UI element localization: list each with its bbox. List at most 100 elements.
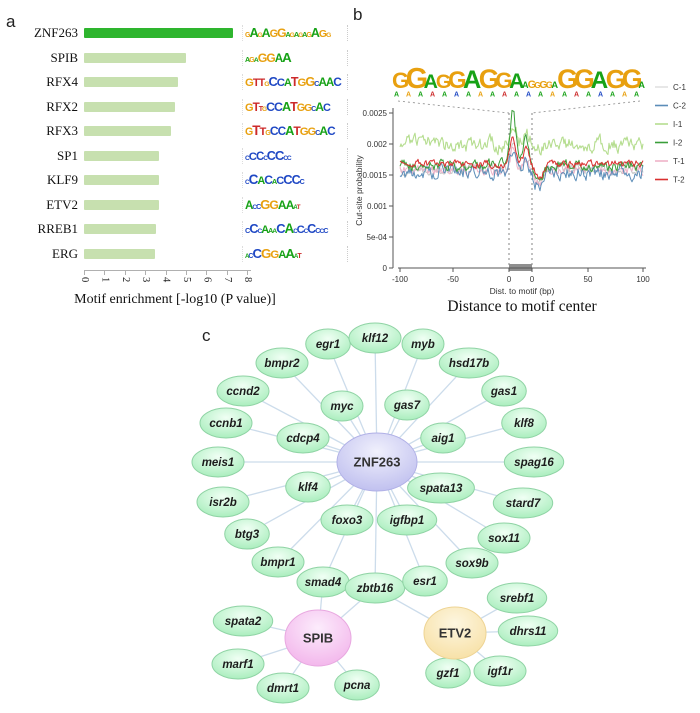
logo-letter: C	[266, 99, 275, 114]
logo-letter: G	[298, 32, 303, 39]
panel-b-logo-letter: A	[509, 70, 524, 93]
panel-b-letter: b	[353, 5, 363, 24]
panel-a-tick	[247, 271, 249, 275]
logo-letter: G	[257, 32, 263, 39]
logo-letter: C	[286, 154, 292, 162]
panel-b-logo-subletter: A	[574, 92, 579, 99]
motif-logo-sp1: CCCCCCCC	[242, 147, 348, 164]
x-tick-label: 0	[507, 275, 512, 284]
panel-a-tick-label: 8	[242, 277, 254, 283]
logo-letter: G	[249, 54, 255, 64]
panel-b-logo-letter: A	[638, 80, 645, 90]
panel-a-tick	[145, 271, 147, 275]
logo-letter: T	[293, 124, 300, 139]
x-tick-label: -50	[447, 275, 459, 284]
panel-b-logo-subletter: A	[634, 92, 639, 99]
logo-letter: A	[257, 175, 265, 188]
gene-node-sox9b	[445, 547, 499, 579]
logo-letter: C	[333, 75, 342, 90]
logo-letter: T	[297, 251, 301, 260]
panel-b-logo-letter: G	[479, 64, 500, 94]
series-line-t-2	[399, 136, 644, 180]
logo-letter: C	[277, 124, 286, 139]
logo-letter: G	[304, 101, 312, 114]
gene-node-isr2b	[196, 486, 250, 518]
logo-letter: C	[266, 148, 276, 163]
gene-label-myb: myb	[411, 339, 435, 351]
panel-a-tick	[165, 271, 167, 275]
motif-logo-erg: ACCGGAAAT	[242, 245, 348, 262]
logo-letter: C	[269, 124, 279, 139]
bar-label-erg: ERG	[52, 245, 78, 261]
motif-enrichment-panel: Motif enrichment [-log10 (P value)] ZNF2…	[0, 0, 350, 320]
logo-letter: A	[261, 26, 271, 40]
panel-b-logo-subletter: A	[586, 92, 591, 99]
panel-b-logo-letter: A	[591, 67, 609, 94]
gene-network-panel: egr1 klf12 myb hsd17b bmpr2 ccnd2 myc gas7 gas1 c…	[191, 322, 565, 704]
motif-logo-rfx4: GTTGCCATGGCAAC	[242, 74, 348, 91]
panel-b-logo-letter: G	[436, 71, 451, 93]
bar-rfx4	[84, 77, 178, 88]
logo-letter: A	[274, 51, 283, 65]
gene-label-klf8: klf8	[514, 418, 534, 430]
motif-logo-znf263: GAGAGGAGAGAGAGG	[242, 25, 348, 41]
panel-b-logo-subletter: A	[454, 92, 459, 99]
logo-letter: G	[305, 75, 315, 90]
panel-a-tick	[206, 271, 208, 275]
bar-rfx3	[84, 126, 171, 137]
gene-node-ccnd2	[216, 375, 270, 407]
panel-a-tick	[226, 271, 228, 275]
gene-node-klf8	[501, 407, 547, 439]
logo-letter: A	[302, 30, 307, 39]
gene-node-egr1	[305, 328, 351, 360]
gene-node-gas7	[384, 389, 430, 421]
logo-letter: G	[245, 126, 253, 139]
hub-label-znf263: ZNF263	[354, 455, 401, 470]
panel-b-logo-letter: G	[528, 79, 536, 91]
panel-b-logo-subletter: A	[442, 92, 447, 99]
logo-letter: A	[319, 124, 328, 139]
logo-letter: G	[269, 28, 278, 40]
logo-letter: A	[245, 252, 250, 260]
panel-b-logo-subletter: A	[562, 92, 567, 99]
gene-node-esr1	[402, 565, 448, 597]
panel-b-logo-subletter: A	[406, 92, 411, 99]
logo-letter: G	[264, 81, 269, 89]
logo-letter: A	[285, 197, 295, 212]
panel-b-logo-subletter: A	[430, 92, 435, 99]
panel-b-logo-subletter: A	[538, 92, 543, 99]
logo-letter: C	[276, 175, 284, 188]
gene-label-gas7: gas7	[393, 400, 421, 412]
y-tick-label: 0	[383, 264, 388, 273]
gene-label-aig1: aig1	[431, 433, 454, 445]
x-tick-label: 100	[636, 275, 650, 284]
logo-letter: T	[252, 100, 260, 114]
gene-label-spata13: spata13	[420, 483, 463, 495]
panel-b-logo-subletter: A	[598, 92, 603, 99]
bar-sp1	[84, 150, 160, 161]
logo-letter: C	[268, 74, 277, 90]
logo-letter: C	[248, 150, 257, 163]
bar-etv2	[84, 199, 160, 210]
gene-node-myc	[320, 390, 364, 422]
panel-b-logo-letter: G	[406, 63, 428, 95]
gene-label-pcna: pcna	[343, 680, 371, 692]
gene-node-dmrt1	[256, 672, 310, 704]
panel-c-letter: c	[202, 326, 211, 345]
logo-letter: G	[306, 31, 311, 39]
logo-letter: A	[284, 221, 295, 237]
panel-b-logo-letter: G	[622, 64, 643, 94]
panel-b-logo-subletter: A	[526, 92, 531, 99]
hub-node-spib	[284, 609, 352, 667]
logo-letter: A	[281, 99, 291, 114]
gene-label-igf1r: igf1r	[488, 666, 513, 678]
logo-letter: G	[318, 28, 327, 40]
gene-node-aig1	[420, 422, 466, 454]
logo-letter: C	[303, 228, 309, 236]
panel-a-tick-label: 3	[140, 277, 152, 283]
logo-letter: C	[323, 227, 328, 236]
gene-label-sox9b: sox9b	[455, 558, 488, 570]
logo-letter: T	[252, 77, 260, 90]
logo-letter: G	[299, 126, 309, 139]
y-tick-label: 0.001	[367, 202, 388, 211]
